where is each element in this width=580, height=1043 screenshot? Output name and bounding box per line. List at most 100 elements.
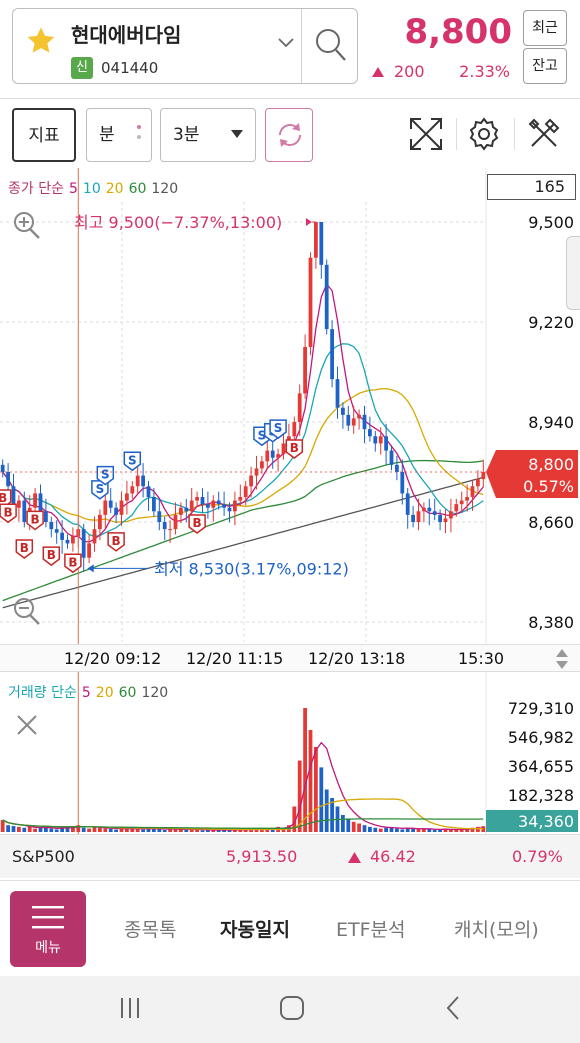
- home-icon[interactable]: [278, 994, 306, 1022]
- volume-bar: [222, 829, 226, 832]
- period-count-box[interactable]: 165: [487, 174, 576, 200]
- price-tick-label: 8,380: [528, 613, 574, 632]
- refresh-button[interactable]: [265, 108, 313, 162]
- fullscreen-icon[interactable]: [406, 114, 446, 154]
- tools-icon[interactable]: [524, 114, 564, 154]
- index-ticker[interactable]: S&P500 5,913.50 46.42 0.79%: [0, 834, 580, 878]
- buy-marker: B: [107, 532, 125, 552]
- candle-body: [405, 493, 410, 515]
- volume-bar: [33, 828, 37, 832]
- recent-button[interactable]: 최근: [523, 10, 567, 46]
- volume-bar: [227, 830, 232, 832]
- volume-tick-label: 729,310: [508, 699, 574, 718]
- zoom-in-icon[interactable]: [12, 210, 42, 240]
- volume-bar: [319, 767, 324, 832]
- volume-legend-title: 거래량 단순: [8, 685, 77, 701]
- candle-body: [476, 479, 480, 487]
- candle-body: [265, 450, 270, 462]
- volume-bar: [362, 825, 367, 832]
- candle-body: [346, 414, 351, 426]
- candle-body: [297, 393, 302, 422]
- volume-bar: [378, 828, 383, 832]
- index-name: S&P500: [12, 847, 75, 866]
- ma20-line: [2, 387, 484, 523]
- volume-bar: [81, 827, 86, 832]
- stock-selector[interactable]: 현대에버다임 신 041440: [12, 8, 358, 84]
- candle-body: [281, 443, 286, 455]
- new-listing-badge: 신: [71, 57, 93, 79]
- candle-body: [71, 536, 75, 544]
- candle-body: [427, 507, 432, 512]
- tab-stock-talk[interactable]: 종목톡: [124, 919, 177, 941]
- volume-bar: [292, 806, 297, 832]
- ma60-line: [2, 459, 484, 602]
- search-button[interactable]: [301, 9, 359, 83]
- interval-select[interactable]: 3분: [160, 108, 256, 162]
- marker-label: B: [193, 516, 202, 530]
- volume-bar: [357, 823, 361, 832]
- candle-body: [216, 500, 221, 505]
- marker-label: S: [96, 482, 105, 496]
- high-annotation: 최고 9,500(−7.37%,13:00): [74, 213, 282, 232]
- candle-body: [303, 347, 307, 394]
- volume-bar: [400, 829, 405, 832]
- ma10-line: [2, 343, 484, 537]
- candle-body: [130, 486, 135, 494]
- buy-marker: B: [26, 510, 44, 531]
- ma-legend: 종가 단순 5 10 20 60 120: [8, 178, 183, 198]
- volume-bar: [368, 826, 372, 832]
- buy-marker: B: [64, 553, 82, 574]
- ma10-label: 10: [82, 181, 101, 197]
- resize-updown-icon[interactable]: [554, 647, 570, 671]
- marker-label: S: [101, 468, 110, 482]
- candle-body: [249, 475, 253, 487]
- volume-bar: [98, 827, 102, 832]
- chevron-down-icon[interactable]: [275, 35, 297, 51]
- minute-button[interactable]: 분: [86, 108, 152, 162]
- volume-bar: [470, 827, 475, 832]
- candle-body: [308, 257, 313, 347]
- side-panel-handle[interactable]: [566, 236, 580, 310]
- candle-body: [162, 522, 167, 530]
- volume-bar: [281, 827, 286, 832]
- volume-bar: [130, 828, 135, 832]
- menu-button[interactable]: 메뉴: [10, 891, 86, 967]
- tab-auto-journal[interactable]: 자동일지: [220, 919, 290, 941]
- candle-body: [481, 472, 486, 480]
- zoom-out-icon[interactable]: [12, 596, 42, 626]
- price-chart[interactable]: 9,500 9,220 8,940 8,660 8,380 최고 9,500(−7.37%…: [0, 168, 580, 834]
- tab-catch-simulation[interactable]: 캐치(모의): [454, 919, 539, 941]
- candle-body: [38, 493, 43, 512]
- recent-apps-icon[interactable]: [118, 996, 142, 1020]
- candle-body: [200, 497, 205, 505]
- candle-body: [87, 543, 91, 558]
- candle-body: [17, 500, 21, 508]
- indicator-button[interactable]: 지표: [12, 108, 76, 162]
- tab-etf-analysis[interactable]: ETF분석: [336, 919, 406, 941]
- candle-body: [114, 507, 118, 515]
- close-volume-icon[interactable]: [14, 712, 40, 738]
- volume-bar: [65, 826, 70, 832]
- marker-label: S: [274, 421, 283, 435]
- index-value: 5,913.50: [226, 847, 298, 866]
- volume-tick-label: 546,982: [508, 728, 574, 747]
- back-icon[interactable]: [444, 994, 464, 1022]
- price-tick-label: 8,660: [528, 513, 574, 532]
- candle-body: [335, 379, 340, 408]
- time-label-3: 12/20 13:18: [308, 649, 406, 668]
- volume-bar: [303, 708, 307, 832]
- settings-gear-icon[interactable]: [464, 114, 504, 154]
- candle-body: [222, 504, 226, 508]
- volume-bar: [427, 829, 432, 832]
- candle-body: [195, 497, 199, 501]
- candle-body: [389, 450, 394, 465]
- favorite-star-icon[interactable]: [25, 25, 57, 57]
- candle-body: [22, 500, 27, 522]
- index-up-icon: [348, 852, 361, 863]
- volume-bar: [22, 827, 27, 832]
- volume-bar: [195, 829, 199, 832]
- balance-button[interactable]: 잔고: [523, 48, 567, 84]
- volume-bar: [314, 746, 318, 832]
- volume-bar: [38, 827, 43, 832]
- marker-label: B: [0, 491, 7, 505]
